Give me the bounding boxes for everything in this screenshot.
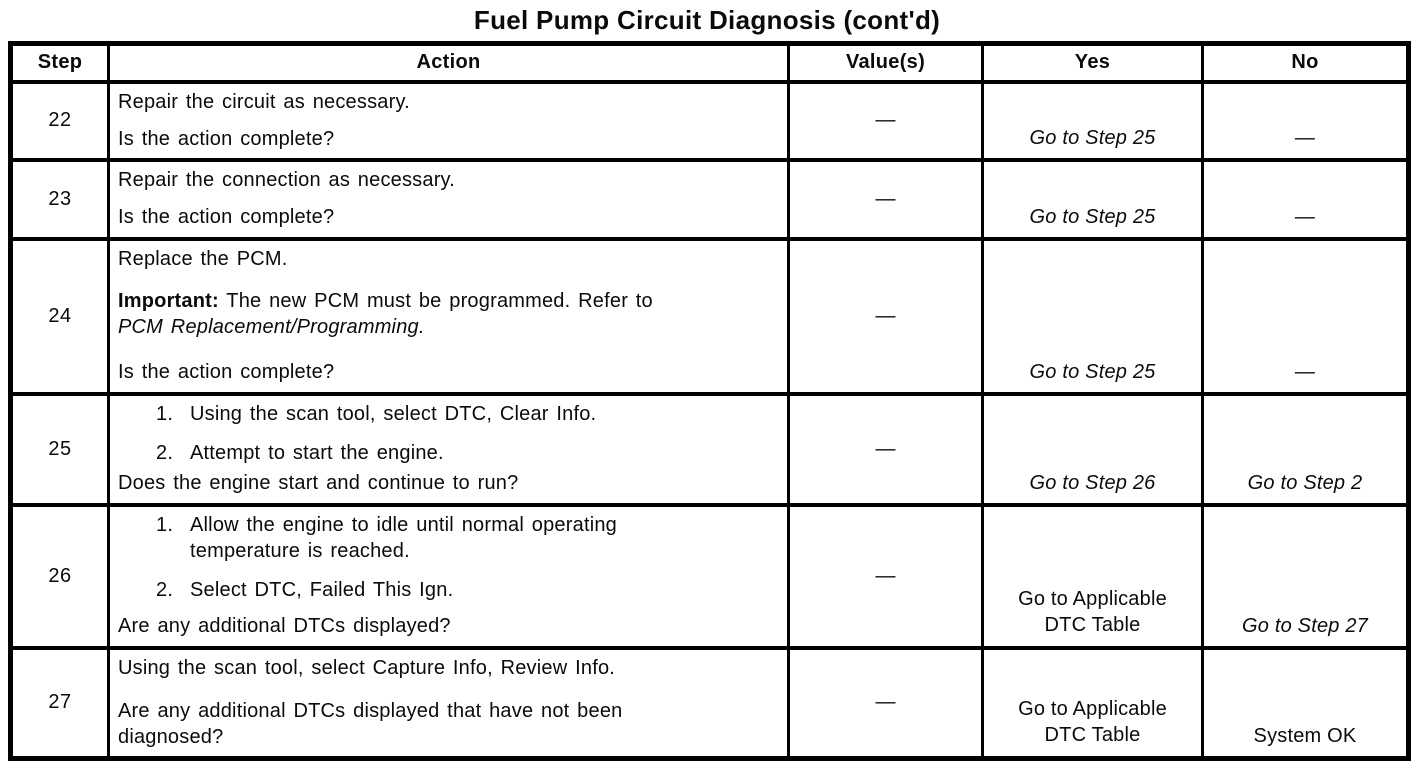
list-item-line: Select DTC, Failed This Ign. [190, 578, 454, 601]
yes-cell: Go to Step 26 [981, 391, 1204, 507]
header-step: Step [9, 41, 110, 84]
diagnosis-table: Step Action Value(s) Yes No 22 Repair th… [8, 41, 1411, 761]
action-question: Are any additional DTCs displayed that h… [118, 698, 622, 750]
action-list-item: 1. Using the scan tool, select DTC, Clea… [118, 401, 779, 427]
action-text: Repair the circuit as necessary. [118, 90, 410, 113]
header-yes: Yes [981, 41, 1204, 84]
list-item-line: Attempt to start the engine. [190, 441, 444, 464]
yes-cell-line: Go to Applicable [1018, 698, 1167, 720]
action-question: Is the action complete? [118, 205, 335, 228]
action-list-item: 2. Select DTC, Failed This Ign. [118, 577, 779, 603]
yes-cell: Go to Step 25 [981, 157, 1204, 241]
list-item-number: 1. [156, 402, 174, 425]
important-text: The new PCM must be programmed. Refer to [218, 289, 653, 312]
no-cell: — [1201, 157, 1410, 241]
step-number: 26 [9, 502, 110, 650]
value-cell: — [787, 645, 984, 761]
header-action: Action [107, 41, 790, 84]
value-cell: — [787, 502, 984, 650]
important-label: Important: [118, 289, 219, 312]
table-row-step-25: 25 1. Using the scan tool, select DTC, C… [9, 391, 1410, 507]
header-no: No [1201, 41, 1410, 84]
action-cell: Replace the PCM. Important: The new PCM … [107, 236, 790, 396]
no-cell: System OK [1201, 645, 1410, 761]
yes-cell: Go to Step 25 [981, 79, 1204, 162]
table-row-step-27: 27 Using the scan tool, select Capture I… [9, 645, 1410, 761]
action-cell: Repair the connection as necessary. Is t… [107, 157, 790, 241]
table-row-step-24: 24 Replace the PCM. Important: The new P… [9, 236, 1410, 396]
list-item-number: 2. [156, 578, 174, 601]
step-number: 22 [9, 79, 110, 162]
value-cell: — [787, 391, 984, 507]
step-number: 23 [9, 157, 110, 241]
list-item-line: temperature is reached. [190, 539, 410, 562]
yes-cell-line: Go to Applicable [1018, 587, 1167, 610]
no-cell: Go to Step 27 [1201, 502, 1410, 650]
yes-cell: Go to Step 25 [981, 236, 1204, 396]
action-cell: 1. Allow the engine to idle until normal… [107, 502, 790, 650]
table-row-step-26: 26 1. Allow the engine to idle until nor… [9, 502, 1410, 650]
yes-cell-line: DTC Table [1044, 724, 1141, 746]
list-item-number: 2. [156, 441, 174, 464]
action-question: Are any additional DTCs displayed? [118, 614, 451, 637]
value-cell: — [787, 79, 984, 162]
action-question: Is the action complete? [118, 360, 335, 383]
no-cell: — [1201, 236, 1410, 396]
header-values: Value(s) [787, 41, 984, 84]
page-title: Fuel Pump Circuit Diagnosis (cont'd) [473, 5, 941, 35]
list-item-text: Select DTC, Failed This Ign. [190, 577, 779, 603]
action-important-note: Important: The new PCM must be programme… [118, 288, 779, 340]
no-cell: — [1201, 79, 1410, 162]
table-header-row: Step Action Value(s) Yes No [9, 41, 1410, 84]
step-number: 25 [9, 391, 110, 507]
action-text: Repair the connection as necessary. [118, 168, 456, 191]
list-item-number: 1. [156, 513, 174, 536]
action-cell: Using the scan tool, select Capture Info… [107, 645, 790, 761]
table-row-step-22: 22 Repair the circuit as necessary. Is t… [9, 79, 1410, 162]
table-row-step-23: 23 Repair the connection as necessary. I… [9, 157, 1410, 241]
action-text: Using the scan tool, select Capture Info… [118, 656, 616, 679]
list-item-text: Allow the engine to idle until normal op… [190, 512, 779, 564]
list-item-text: Attempt to start the engine. [190, 440, 779, 466]
list-item-line: Allow the engine to idle until normal op… [190, 513, 617, 536]
yes-cell: Go to Applicable DTC Table [981, 645, 1204, 761]
list-item-line: Using the scan tool, select DTC, Clear I… [190, 402, 597, 425]
action-cell: Repair the circuit as necessary. Is the … [107, 79, 790, 162]
step-number: 24 [9, 236, 110, 396]
important-reference: PCM Replacement/Programming. [118, 315, 425, 338]
action-list-item: 2. Attempt to start the engine. [118, 440, 779, 466]
yes-cell-line: DTC Table [1044, 613, 1141, 636]
yes-cell: Go to Applicable DTC Table [981, 502, 1204, 650]
value-cell: — [787, 236, 984, 396]
list-item-text: Using the scan tool, select DTC, Clear I… [190, 401, 779, 427]
action-question: Does the engine start and continue to ru… [118, 471, 519, 494]
question-line: diagnosed? [118, 725, 224, 748]
no-cell: Go to Step 2 [1201, 391, 1410, 507]
question-line: Are any additional DTCs displayed that h… [118, 699, 623, 722]
step-number: 27 [9, 645, 110, 761]
action-list-item: 1. Allow the engine to idle until normal… [118, 512, 779, 564]
action-text: Replace the PCM. [118, 247, 288, 270]
value-cell: — [787, 157, 984, 241]
action-question: Is the action complete? [118, 127, 335, 150]
action-cell: 1. Using the scan tool, select DTC, Clea… [107, 391, 790, 507]
